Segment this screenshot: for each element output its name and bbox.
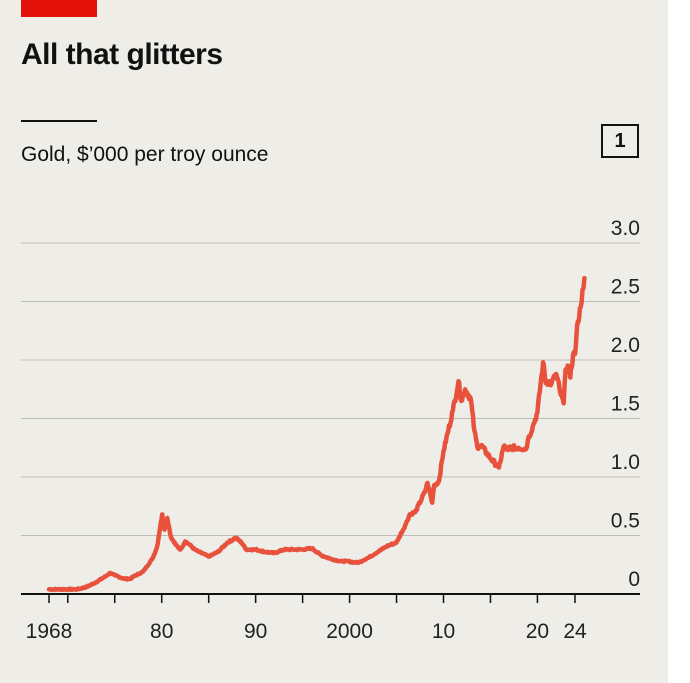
x-tick-label: 2000: [326, 620, 373, 643]
brand-red-tag: [21, 0, 97, 17]
series-line-gold: [46, 275, 587, 593]
x-tick-label: 10: [432, 620, 455, 643]
y-tick-label: 1.0: [611, 451, 640, 474]
chart-panel: All that glitters Gold, $’000 per troy o…: [0, 0, 668, 683]
y-tick-label: 2.5: [611, 276, 640, 299]
chart-number-badge: 1: [601, 124, 639, 158]
x-tick-label: 1968: [26, 620, 73, 643]
subtitle-rule: [21, 120, 97, 122]
y-tick-label: 0: [628, 568, 640, 591]
grid-lines: [21, 242, 640, 536]
y-tick-labels: 0 0.5 1.0 1.5 2.0 2.5 3.0: [611, 217, 640, 591]
x-tick-label: 20: [526, 620, 549, 643]
x-axis: [21, 593, 640, 603]
y-tick-label: 1.5: [611, 393, 640, 416]
series-layer: [46, 275, 587, 593]
chart-subtitle: Gold, $’000 per troy ounce: [21, 143, 269, 166]
y-tick-label: 3.0: [611, 217, 640, 240]
chart-title: All that glitters: [21, 38, 223, 71]
y-tick-label: 0.5: [611, 510, 640, 533]
y-tick-label: 2.0: [611, 334, 640, 357]
x-tick-label: 80: [150, 620, 173, 643]
x-tick-labels: 1968 80 90 2000 10 20 24: [26, 620, 587, 643]
x-tick-label: 24: [563, 620, 587, 643]
x-tick-label: 90: [244, 620, 267, 643]
